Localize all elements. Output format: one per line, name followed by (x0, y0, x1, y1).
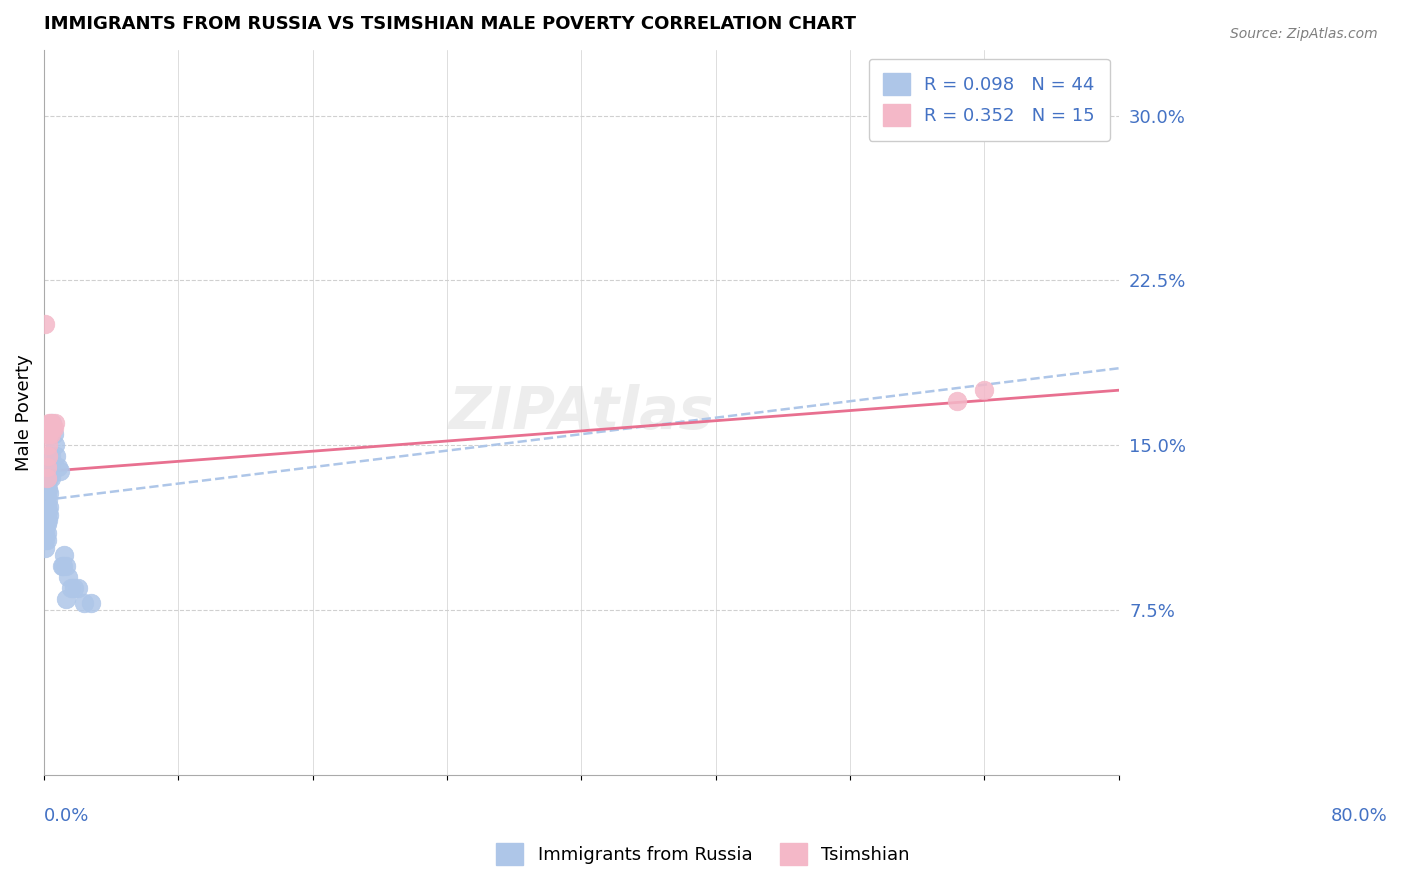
Point (946, 394, 969, 409)
Point (35, 500, 58, 514)
Point (35, 517, 58, 532)
Point (35, 475, 58, 490)
Legend: R = 0.098   N = 44, R = 0.352   N = 15: R = 0.098 N = 44, R = 0.352 N = 15 (869, 59, 1109, 141)
Point (37, 513, 59, 527)
Text: Source: ZipAtlas.com: Source: ZipAtlas.com (1230, 27, 1378, 41)
Point (52, 558, 75, 573)
Point (39, 460, 62, 475)
Point (38, 427, 60, 442)
Point (34, 508, 56, 523)
Point (39, 449, 62, 463)
Point (44, 416, 66, 430)
Point (41, 416, 63, 430)
Point (34, 462, 56, 476)
Point (38, 508, 60, 523)
Point (55, 591, 77, 606)
Point (37, 504, 59, 518)
Point (39, 416, 62, 430)
Point (58, 570, 80, 584)
Point (51, 558, 73, 573)
Point (49, 465, 72, 479)
Point (53, 548, 76, 562)
Point (35, 526, 58, 541)
Point (37, 427, 59, 442)
Point (35, 486, 58, 500)
Legend: Immigrants from Russia, Tsimshian: Immigrants from Russia, Tsimshian (488, 834, 918, 874)
Point (34, 541, 56, 556)
Text: ZIPAtlas: ZIPAtlas (449, 384, 714, 441)
Point (35, 533, 58, 547)
Point (44, 438, 66, 452)
Point (34, 477, 56, 491)
Point (34, 533, 56, 547)
Point (39, 471, 62, 485)
Point (42, 420, 65, 434)
Point (45, 449, 67, 463)
Point (37, 449, 59, 463)
Point (55, 558, 77, 573)
Point (34, 486, 56, 500)
Point (39, 427, 62, 442)
Point (38, 471, 60, 485)
Point (37, 482, 59, 496)
Point (37, 438, 59, 452)
Point (42, 427, 65, 442)
Point (38, 486, 60, 500)
Point (73, 596, 96, 610)
Text: 0.0%: 0.0% (44, 807, 90, 825)
Point (35, 460, 58, 475)
Point (41, 420, 63, 434)
Point (59, 581, 82, 595)
Point (66, 581, 89, 595)
Text: IMMIGRANTS FROM RUSSIA VS TSIMSHIAN MALE POVERTY CORRELATION CHART: IMMIGRANTS FROM RUSSIA VS TSIMSHIAN MALE… (44, 15, 856, 33)
Point (35, 471, 58, 485)
Point (34, 500, 56, 514)
Point (62, 581, 84, 595)
Y-axis label: Male Poverty: Male Poverty (15, 354, 32, 471)
Point (35, 508, 58, 523)
Point (38, 416, 60, 430)
Point (34, 517, 56, 532)
Point (80, 596, 103, 610)
Point (34, 318, 56, 332)
Point (34, 526, 56, 541)
Text: 80.0%: 80.0% (1330, 807, 1388, 825)
Point (46, 460, 69, 475)
Point (973, 383, 995, 397)
Point (38, 500, 60, 514)
Point (37, 493, 59, 508)
